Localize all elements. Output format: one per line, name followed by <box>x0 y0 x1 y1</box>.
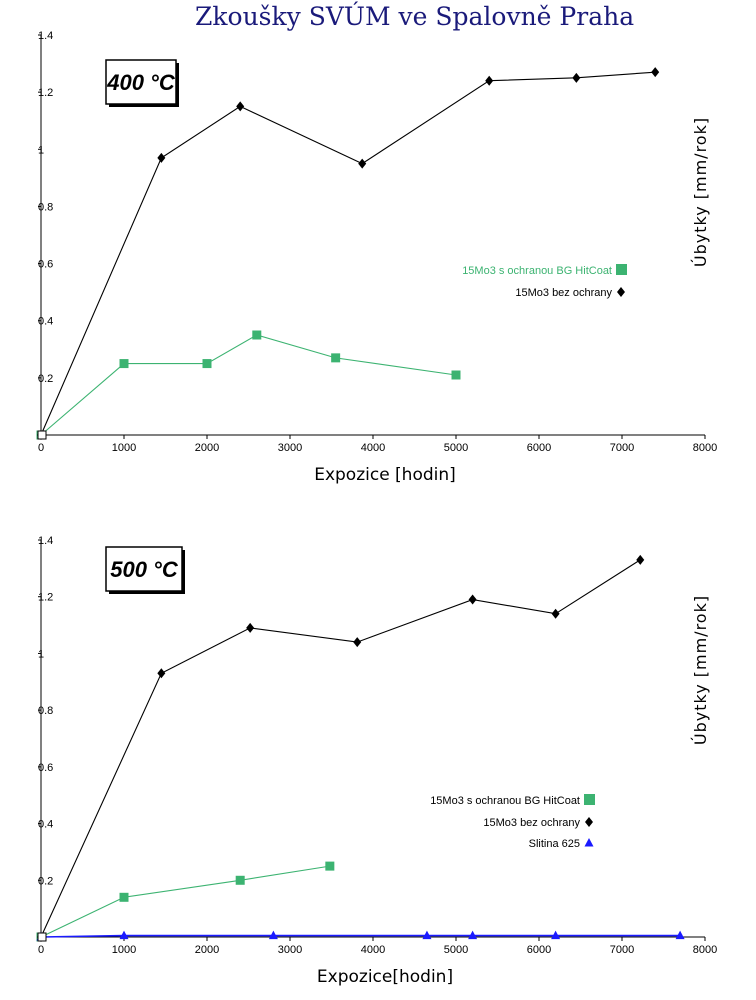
legend-label: 15Mo3 s ochranou BG HitCoat <box>430 795 580 807</box>
data-point <box>353 637 362 648</box>
chart-400c: 00.20.40.60.811.21.401000200030004000500… <box>36 30 717 485</box>
data-point <box>636 554 645 565</box>
y-tick-label: 0.6 <box>38 259 53 271</box>
data-point <box>246 622 255 633</box>
y-axis-label: Úbytky [mm/rok] <box>691 117 710 267</box>
legend-marker <box>584 838 594 847</box>
data-point <box>551 930 561 940</box>
y-tick-label: 1.2 <box>38 87 53 99</box>
data-point <box>157 152 166 163</box>
series-line <box>40 559 641 938</box>
legend-marker <box>617 287 625 297</box>
data-point <box>252 330 262 340</box>
data-point <box>236 101 245 112</box>
x-tick-label: 1000 <box>112 442 136 454</box>
y-tick-label: 0.2 <box>38 373 53 385</box>
data-point <box>331 353 341 363</box>
y-tick-label: 0.4 <box>38 819 53 831</box>
x-tick-label: 7000 <box>610 442 634 454</box>
x-tick-label: 3000 <box>278 442 302 454</box>
data-point <box>468 594 477 605</box>
data-point <box>235 875 245 885</box>
x-tick-label: 3000 <box>278 944 302 956</box>
y-tick-label: 1 <box>38 648 44 660</box>
legend-label: 15Mo3 s ochranou BG HitCoat <box>462 265 612 277</box>
legend-label: 15Mo3 bez ochrany <box>515 287 612 299</box>
data-point <box>675 930 685 940</box>
data-point <box>422 930 432 940</box>
x-tick-label: 4000 <box>361 944 385 956</box>
x-tick-label: 8000 <box>693 442 717 454</box>
y-tick-label: 0.2 <box>38 875 53 887</box>
x-axis-label: Expozice [hodin] <box>314 465 456 485</box>
x-tick-label: 2000 <box>195 442 219 454</box>
data-point <box>468 930 478 940</box>
x-tick-label: 0 <box>38 944 44 956</box>
y-tick-label: 1.4 <box>38 30 53 42</box>
data-point <box>551 608 560 619</box>
x-tick-label: 8000 <box>693 944 717 956</box>
x-tick-label: 5000 <box>444 944 468 956</box>
data-point <box>119 359 129 369</box>
temperature-box <box>105 59 177 105</box>
data-point <box>119 930 129 940</box>
data-point <box>119 892 129 902</box>
chart-500c: 00.20.40.60.811.21.401000200030004000500… <box>36 535 717 987</box>
x-tick-label: 7000 <box>610 944 634 956</box>
series-line <box>40 334 457 436</box>
y-axis-label: Úbytky [mm/rok] <box>691 595 710 745</box>
temperature-label: 500 °C <box>110 557 179 582</box>
y-tick-label: 0.4 <box>38 316 53 328</box>
data-point <box>451 370 461 380</box>
data-point <box>202 359 212 369</box>
origin-marker <box>37 430 47 440</box>
x-tick-label: 0 <box>38 442 44 454</box>
data-point <box>572 72 581 83</box>
y-tick-label: 1.4 <box>38 535 53 547</box>
y-tick-label: 0.8 <box>38 705 53 717</box>
y-tick-label: 0.6 <box>38 762 53 774</box>
temperature-label: 400 °C <box>106 70 176 95</box>
legend-label: Slitina 625 <box>529 838 580 850</box>
data-point <box>358 158 367 169</box>
y-tick-label: 0.8 <box>38 201 53 213</box>
x-tick-label: 2000 <box>195 944 219 956</box>
legend-marker <box>585 817 593 827</box>
data-point <box>268 930 278 940</box>
legend-label: 15Mo3 bez ochrany <box>483 817 580 829</box>
y-tick-label: 1 <box>38 144 44 156</box>
y-tick-label: 1.2 <box>38 592 53 604</box>
x-tick-label: 4000 <box>361 442 385 454</box>
page-title: Zkoušky SVÚM ve Spalovně Praha <box>195 2 635 31</box>
temperature-box <box>105 546 183 592</box>
data-point <box>485 75 494 86</box>
x-tick-label: 6000 <box>527 442 551 454</box>
origin-marker <box>37 932 47 942</box>
x-axis-label: Expozice[hodin] <box>317 967 453 987</box>
series-line <box>40 71 656 436</box>
data-point <box>651 67 660 78</box>
series-line <box>40 865 330 938</box>
x-tick-label: 6000 <box>527 944 551 956</box>
data-point <box>157 668 166 679</box>
data-point <box>325 861 335 871</box>
legend-marker <box>616 264 627 275</box>
x-tick-label: 1000 <box>112 944 136 956</box>
x-tick-label: 5000 <box>444 442 468 454</box>
legend-marker <box>584 794 595 805</box>
